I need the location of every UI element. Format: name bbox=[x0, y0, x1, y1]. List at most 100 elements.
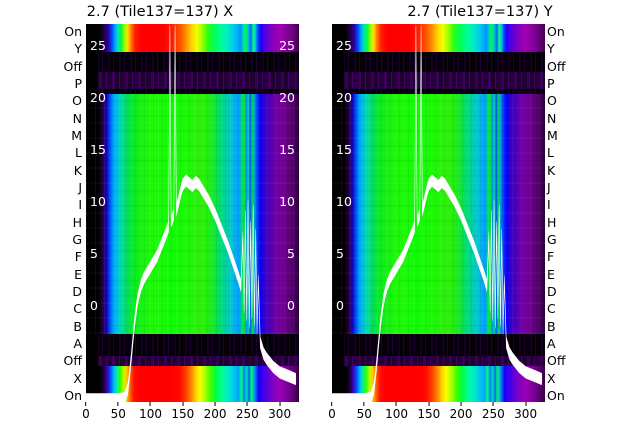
band-purple-1 bbox=[86, 72, 299, 89]
panel-y: 2.7 (Tile137=137) Y On Y Off P O N M L K J I H G F E D C… bbox=[320, 0, 640, 440]
dipole-tick-n-5: N bbox=[72, 110, 82, 126]
ytick-5: 5 bbox=[336, 246, 344, 261]
panel-x-title: 2.7 (Tile137=137) X bbox=[86, 4, 234, 20]
xtick-150: 150 bbox=[171, 402, 194, 421]
x-axis-left: 0 50 100 150 200 250 300 bbox=[82, 402, 299, 432]
xtick-300: 300 bbox=[514, 402, 537, 421]
dipole-axis-right: On Y Off P O N M L K J I H G F E D C B A Off X On bbox=[547, 24, 581, 402]
dipole-tick-i-10: I bbox=[78, 197, 82, 213]
band-dark-2 bbox=[332, 89, 545, 94]
xtick-150: 150 bbox=[417, 402, 440, 421]
ytick-right-5: 5 bbox=[287, 246, 295, 261]
dipole-tick-c-16: C bbox=[73, 301, 82, 317]
ytick-10: 10 bbox=[336, 194, 352, 209]
heatmap-x[interactable]: 25 20 15 10 5 0 25 20 15 10 5 0 bbox=[86, 24, 299, 402]
band-main-body bbox=[86, 94, 299, 334]
band-main-body bbox=[332, 94, 545, 334]
ytick-15: 15 bbox=[90, 142, 106, 157]
xtick-250: 250 bbox=[482, 402, 505, 421]
dipole-tick-m-6: M bbox=[71, 128, 82, 143]
dipole-tick-on-21: On bbox=[547, 388, 565, 403]
ytick-5: 5 bbox=[90, 246, 98, 261]
ytick-25: 25 bbox=[90, 38, 106, 53]
dipole-tick-p-3: P bbox=[547, 76, 555, 91]
panel-y-title: 2.7 (Tile137=137) Y bbox=[407, 4, 553, 20]
xtick-0: 0 bbox=[328, 402, 336, 421]
xtick-100: 100 bbox=[385, 402, 408, 421]
ytick-10: 10 bbox=[90, 194, 106, 209]
dipole-tick-p-3: P bbox=[74, 76, 82, 91]
dipole-tick-x-20: X bbox=[547, 370, 556, 386]
dipole-tick-on-21: On bbox=[64, 388, 82, 403]
ytick-right-10: 10 bbox=[279, 194, 295, 209]
heatmap-y[interactable]: 25 20 15 10 5 0 bbox=[332, 24, 545, 402]
white-trace-y bbox=[332, 24, 545, 402]
dipole-tick-k-8: K bbox=[73, 162, 82, 178]
dipole-tick-e-14: E bbox=[547, 266, 555, 282]
xtick-50: 50 bbox=[111, 402, 126, 421]
ytick-15: 15 bbox=[336, 142, 352, 157]
ytick-right-20: 20 bbox=[279, 90, 295, 105]
dipole-tick-y-1: Y bbox=[547, 41, 555, 57]
dipole-tick-x-20: X bbox=[73, 370, 82, 386]
dipole-tick-a-18: A bbox=[547, 336, 556, 351]
dipole-tick-off-19: Off bbox=[63, 353, 82, 369]
dipole-tick-y-1: Y bbox=[74, 41, 82, 57]
dipole-tick-j-9: J bbox=[547, 180, 551, 195]
xtick-50: 50 bbox=[357, 402, 372, 421]
dipole-tick-off-2: Off bbox=[63, 58, 82, 74]
dipole-tick-d-15: D bbox=[547, 284, 557, 299]
dipole-tick-a-18: A bbox=[73, 336, 82, 351]
dipole-tick-j-9: J bbox=[78, 180, 82, 195]
xtick-200: 200 bbox=[204, 402, 227, 421]
band-dark-1 bbox=[86, 52, 299, 72]
panel-x: 2.7 (Tile137=137) X Dipole OnYOffPONMLKJ… bbox=[48, 4, 299, 432]
dipole-tick-on-0: On bbox=[547, 24, 565, 39]
dipole-tick-d-15: D bbox=[72, 284, 82, 299]
dipole-tick-o-4: O bbox=[72, 93, 82, 109]
dipole-tick-b-17: B bbox=[73, 318, 82, 334]
band-dark-1 bbox=[332, 52, 545, 72]
ytick-right-25: 25 bbox=[279, 38, 295, 53]
dipole-tick-h-11: H bbox=[547, 214, 557, 230]
dipole-tick-l-7: L bbox=[75, 145, 82, 161]
dipole-tick-c-16: C bbox=[547, 301, 556, 317]
xtick-100: 100 bbox=[139, 402, 162, 421]
xtick-200: 200 bbox=[450, 402, 473, 421]
xtick-300: 300 bbox=[268, 402, 291, 421]
dipole-tick-h-11: H bbox=[72, 214, 82, 230]
band-purple-2 bbox=[86, 356, 299, 366]
dipole-tick-b-17: B bbox=[547, 318, 556, 334]
dipole-axis-left: On Y Off P O N M L K J I H G F E D C B A Off X On bbox=[48, 24, 82, 402]
band-purple-1 bbox=[332, 72, 545, 89]
dipole-tick-off-19: Off bbox=[547, 353, 566, 369]
dipole-tick-n-5: N bbox=[547, 110, 557, 126]
ytick-right-15: 15 bbox=[279, 142, 295, 157]
dipole-tick-i-10: I bbox=[547, 197, 551, 213]
band-dark-2 bbox=[86, 89, 299, 94]
dipole-tick-off-2: Off bbox=[547, 58, 566, 74]
dipole-tick-e-14: E bbox=[74, 266, 82, 282]
dipole-tick-f-13: F bbox=[547, 249, 555, 265]
ytick-0: 0 bbox=[336, 298, 344, 313]
xtick-250: 250 bbox=[236, 402, 259, 421]
dipole-tick-g-12: G bbox=[72, 232, 82, 247]
band-top-spectrum bbox=[86, 24, 299, 52]
band-dark-3 bbox=[86, 334, 299, 356]
dipole-tick-g-12: G bbox=[547, 232, 557, 247]
ytick-0: 0 bbox=[90, 298, 98, 313]
band-top-spectrum bbox=[332, 24, 545, 52]
dipole-tick-on-0: On bbox=[64, 24, 82, 39]
ytick-25: 25 bbox=[336, 38, 352, 53]
ytick-right-0: 0 bbox=[287, 298, 295, 313]
white-trace-x bbox=[86, 24, 299, 402]
ytick-20: 20 bbox=[336, 90, 352, 105]
dipole-tick-f-13: F bbox=[74, 249, 82, 265]
xtick-0: 0 bbox=[82, 402, 90, 421]
x-axis-right: 0 50 100 150 200 250 300 bbox=[328, 402, 545, 432]
dipole-tick-l-7: L bbox=[547, 145, 554, 161]
dipole-tick-m-6: M bbox=[547, 128, 558, 143]
dipole-tick-k-8: K bbox=[547, 162, 556, 178]
dipole-tick-o-4: O bbox=[547, 93, 557, 109]
